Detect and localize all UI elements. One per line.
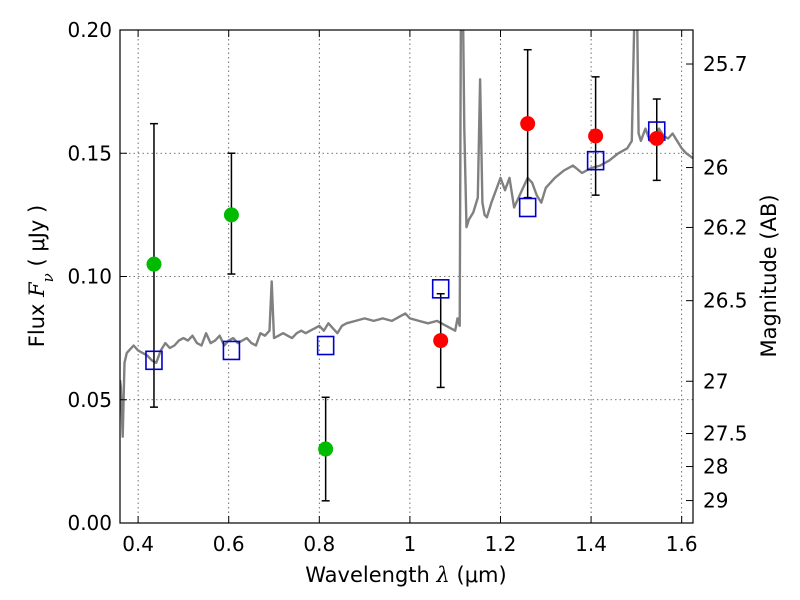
right-tick-label: 27 (703, 369, 728, 393)
x-axis-title-text: Wavelength (305, 563, 436, 587)
right-tick-label: 26 (703, 156, 728, 180)
y-axis-title-subscript: ν (39, 273, 57, 282)
y-tick-label: 0.15 (67, 141, 112, 165)
right-axis-title: Magnitude (AB) (757, 194, 781, 357)
data-point-marker (223, 207, 239, 223)
right-tick-label: 28 (703, 455, 728, 479)
y-axis-title: Flux Fν ( μJy ) (25, 205, 57, 347)
y-tick-label: 0.00 (67, 511, 112, 535)
right-tick-label: 27.5 (703, 422, 748, 446)
model-square-marker (518, 197, 537, 218)
x-tick-label: 1.2 (485, 532, 517, 556)
x-tick-label: 1.6 (666, 532, 698, 556)
data-point-marker (520, 116, 536, 132)
y-axis-title-text: Flux (25, 297, 49, 347)
right-tick-label: 25.7 (703, 52, 748, 76)
model-square-marker (586, 150, 605, 171)
data-point-marker (433, 333, 449, 349)
axis-ticks: 0.4 0.6 0.8 1 1.2 1.4 1.6 0.00 0.05 0.10 0.15 0.20 2… (67, 18, 747, 556)
x-axis-title: Wavelength λ (μm) (305, 563, 506, 587)
y-tick-label: 0.05 (67, 388, 112, 412)
y-axis-title-symbol: F (25, 281, 49, 298)
x-tick-label: 0.6 (213, 532, 245, 556)
y-tick-label: 0.20 (67, 18, 112, 42)
model-square-marker (222, 340, 241, 361)
data-point-marker (146, 256, 162, 272)
model-square-marker (145, 350, 163, 371)
y-axis-title-unit: ( μJy ) (25, 205, 49, 273)
x-tick-label: 1 (404, 532, 417, 556)
right-tick-label: 26.2 (703, 215, 748, 239)
spectrum-line (120, 30, 693, 438)
y-tick-label: 0.10 (67, 265, 112, 289)
x-tick-label: 1.4 (575, 532, 607, 556)
right-tick-label: 26.5 (703, 289, 748, 313)
model-square-marker (316, 335, 335, 356)
x-tick-label: 0.4 (122, 532, 154, 556)
data-point-marker (588, 128, 604, 144)
x-axis-title-symbol: λ (436, 563, 450, 587)
plot-area (120, 30, 693, 502)
grid-lines (120, 30, 693, 523)
x-axis-title-unit: (μm) (450, 563, 507, 587)
right-tick-label: 29 (703, 489, 728, 513)
data-point-marker (649, 130, 665, 146)
x-tick-label: 0.8 (303, 532, 335, 556)
model-square-marker (431, 279, 450, 299)
data-point-marker (318, 441, 334, 457)
